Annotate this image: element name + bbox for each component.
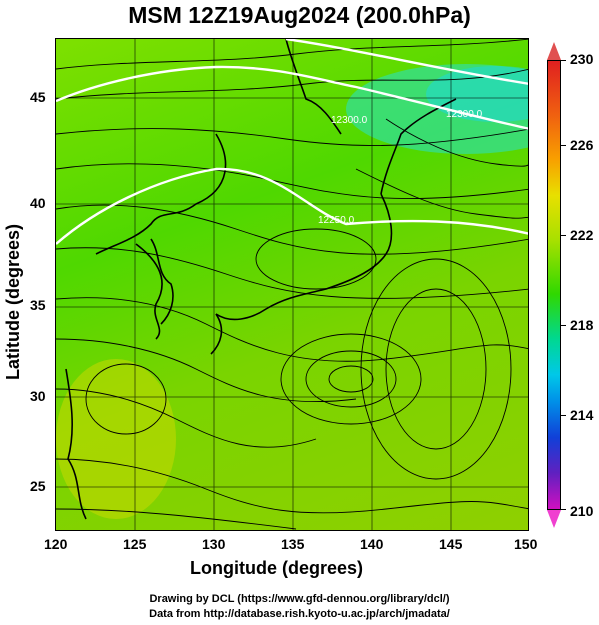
contour-label-a: 12300.0 bbox=[331, 115, 368, 126]
warm-area bbox=[56, 359, 176, 519]
map-svg: 12300.0 12300.0 12250.0 bbox=[56, 39, 528, 530]
xtick-145: 145 bbox=[439, 536, 463, 552]
colorbar-top-arrow bbox=[547, 42, 561, 60]
x-axis-title: Longitude (degrees) bbox=[190, 558, 364, 578]
streamlines bbox=[56, 39, 528, 530]
ytick-45: 45 bbox=[30, 89, 46, 105]
colorbar-label-226: 226 bbox=[570, 137, 594, 153]
colorbar-label-210: 210 bbox=[570, 503, 594, 519]
ytick-25: 25 bbox=[30, 478, 46, 494]
ytick-35: 35 bbox=[30, 297, 46, 313]
xtick-140: 140 bbox=[360, 536, 384, 552]
chart-title: MSM 12Z19Aug2024 (200.0hPa) bbox=[128, 2, 471, 28]
colorbar-label-218: 218 bbox=[570, 317, 594, 333]
colorbar bbox=[547, 60, 561, 510]
ytick-30: 30 bbox=[30, 388, 46, 404]
colorbar-label-222: 222 bbox=[570, 227, 594, 243]
y-axis-title: Latitude (degrees) bbox=[3, 223, 23, 380]
ytick-40: 40 bbox=[30, 195, 46, 211]
contour-label-b: 12300.0 bbox=[446, 109, 483, 120]
map-plot-area: 12300.0 12300.0 12250.0 bbox=[55, 38, 529, 531]
colorbar-label-230: 230 bbox=[570, 51, 594, 67]
contour-label-c: 12250.0 bbox=[318, 215, 355, 226]
credit-drawing: Drawing by DCL (https://www.gfd-dennou.o… bbox=[149, 593, 450, 605]
xtick-150: 150 bbox=[514, 536, 538, 552]
xtick-120: 120 bbox=[44, 536, 68, 552]
graticule bbox=[56, 39, 528, 530]
colorbar-label-214: 214 bbox=[570, 407, 594, 423]
contour-lines bbox=[56, 39, 528, 245]
xtick-125: 125 bbox=[123, 536, 147, 552]
xtick-130: 130 bbox=[202, 536, 226, 552]
xtick-135: 135 bbox=[281, 536, 305, 552]
credit-data: Data from http://database.rish.kyoto-u.a… bbox=[149, 608, 450, 620]
colorbar-bottom-arrow bbox=[547, 510, 561, 528]
